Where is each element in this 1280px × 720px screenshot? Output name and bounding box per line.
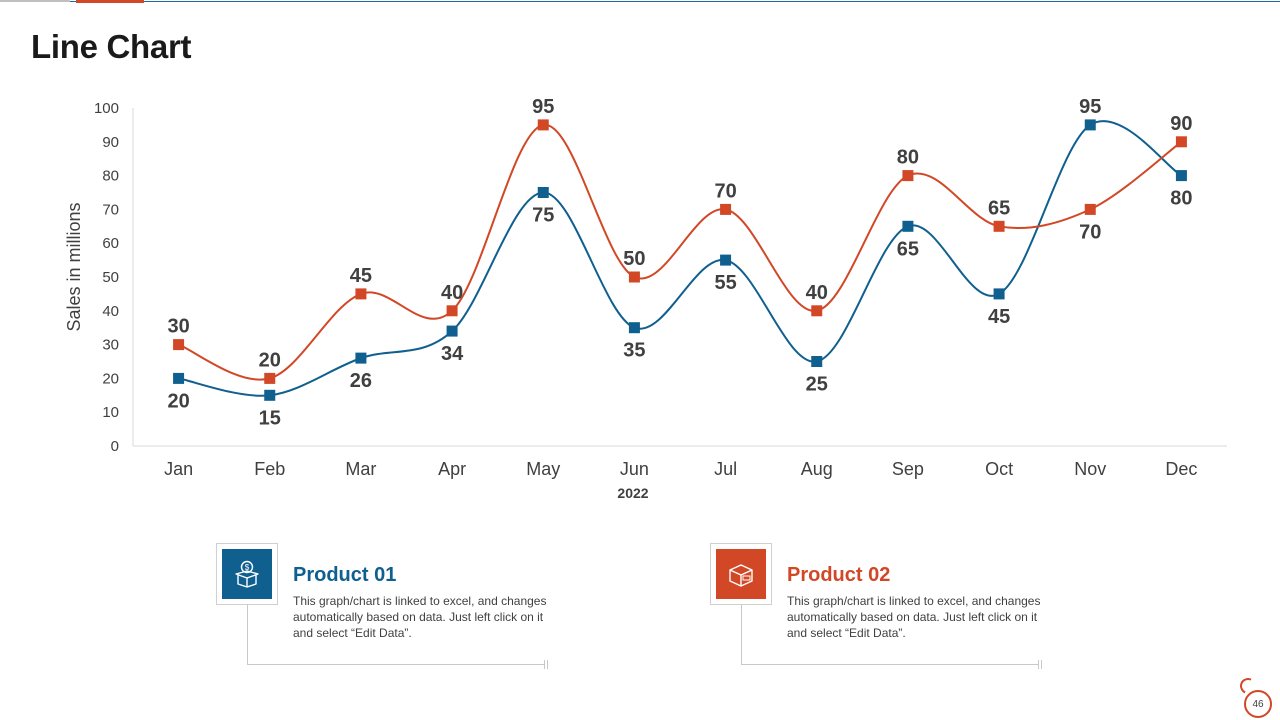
- legend-title: Product 01: [293, 564, 397, 586]
- data-label: 35: [623, 340, 645, 362]
- y-tick-label: 40: [102, 303, 119, 320]
- data-point-marker: [173, 339, 185, 351]
- data-label: 75: [532, 205, 554, 227]
- svg-text:$: $: [245, 563, 250, 572]
- data-point-marker: [264, 372, 276, 384]
- data-point-marker: [1084, 203, 1096, 215]
- x-tick-label: Aug: [801, 459, 833, 479]
- top-tab-orange: [76, 0, 144, 3]
- x-tick-label: Mar: [345, 459, 376, 479]
- data-point-marker: [537, 187, 549, 198]
- icon-frame: [710, 543, 772, 605]
- legend-card-product-02: Product 02 This graph/chart is linked to…: [710, 543, 1210, 683]
- x-axis-title: 2022: [617, 485, 648, 501]
- y-tick-label: 100: [94, 100, 119, 117]
- top-tab-gray: [0, 0, 70, 2]
- package-box-icon: [716, 549, 766, 599]
- x-tick-label: Jan: [164, 459, 193, 479]
- y-tick-label: 10: [102, 404, 119, 421]
- data-point-marker: [1175, 136, 1187, 148]
- page-title: Line Chart: [31, 28, 192, 65]
- data-point-marker: [720, 203, 732, 215]
- x-tick-label: Feb: [254, 459, 285, 479]
- data-point-marker: [355, 288, 367, 300]
- y-tick-label: 0: [111, 438, 119, 455]
- x-tick-label: Jun: [620, 459, 649, 479]
- data-label: 55: [714, 272, 736, 294]
- data-point-marker: [264, 389, 276, 401]
- data-point-marker: [993, 288, 1005, 300]
- data-point-marker: [1084, 119, 1096, 131]
- data-label: 70: [714, 180, 736, 202]
- x-tick-label: Dec: [1165, 459, 1197, 479]
- data-point-marker: [446, 305, 458, 317]
- y-tick-label: 60: [102, 235, 119, 252]
- data-point-marker: [173, 372, 185, 384]
- legend-description: This graph/chart is linked to excel, and…: [293, 594, 547, 640]
- data-point-marker: [628, 322, 640, 334]
- x-tick-label: May: [526, 459, 560, 479]
- slide-number: 46: [1244, 690, 1272, 718]
- data-point-marker: [1175, 170, 1187, 182]
- data-label: 20: [167, 390, 189, 412]
- x-tick-label: Nov: [1074, 459, 1106, 479]
- y-tick-label: 80: [102, 168, 119, 185]
- data-label: 50: [623, 248, 645, 270]
- data-label: 95: [532, 96, 554, 118]
- legend-description: This graph/chart is linked to excel, and…: [787, 594, 1041, 640]
- data-label: 25: [806, 374, 828, 396]
- data-point-marker: [811, 305, 823, 317]
- data-label: 80: [897, 147, 919, 169]
- top-rule: [0, 1, 1280, 2]
- data-label: 95: [1079, 96, 1101, 118]
- data-label: 70: [1079, 221, 1101, 243]
- money-box-icon: $: [222, 549, 272, 599]
- data-label: 90: [1170, 113, 1192, 135]
- data-label: 45: [350, 265, 372, 287]
- icon-frame: $: [216, 543, 278, 605]
- x-tick-label: Apr: [438, 459, 466, 479]
- data-label: 45: [988, 306, 1010, 328]
- series-line-2: [178, 123, 1183, 381]
- data-point-marker: [628, 271, 640, 283]
- data-label: 20: [259, 349, 281, 371]
- legend-card-product-01: $ Product 01 This graph/chart is linked …: [216, 543, 716, 683]
- y-axis-title: Sales in millions: [64, 202, 84, 331]
- data-label: 34: [441, 343, 464, 365]
- data-label: 26: [350, 370, 372, 392]
- y-tick-label: 70: [102, 201, 119, 218]
- line-chart[interactable]: 0 10 20 30 40 50 60 70 80 90 100 Jan Feb Mar Apr May Jun…: [0, 0, 1280, 520]
- y-tick-label: 30: [102, 337, 119, 354]
- data-point-marker: [811, 356, 823, 367]
- data-label: 65: [988, 197, 1010, 219]
- data-point-marker: [446, 325, 458, 337]
- data-label: 40: [441, 282, 463, 304]
- x-tick-label: Sep: [892, 459, 924, 479]
- data-label: 30: [167, 316, 189, 338]
- data-point-marker: [355, 352, 367, 364]
- data-point-marker: [537, 119, 549, 131]
- data-label: 65: [897, 238, 919, 260]
- data-label: 40: [806, 282, 828, 304]
- data-point-marker: [902, 170, 914, 182]
- data-label: 80: [1170, 188, 1192, 210]
- data-point-marker: [902, 220, 914, 232]
- data-label: 15: [259, 407, 281, 429]
- y-tick-label: 90: [102, 134, 119, 151]
- series-line-1: [178, 120, 1182, 397]
- x-tick-label: Jul: [714, 459, 737, 479]
- legend-title: Product 02: [787, 564, 891, 586]
- data-point-marker: [993, 220, 1005, 232]
- data-point-marker: [720, 254, 732, 266]
- y-tick-label: 50: [102, 269, 119, 286]
- x-tick-label: Oct: [985, 459, 1013, 479]
- y-tick-label: 20: [102, 370, 119, 387]
